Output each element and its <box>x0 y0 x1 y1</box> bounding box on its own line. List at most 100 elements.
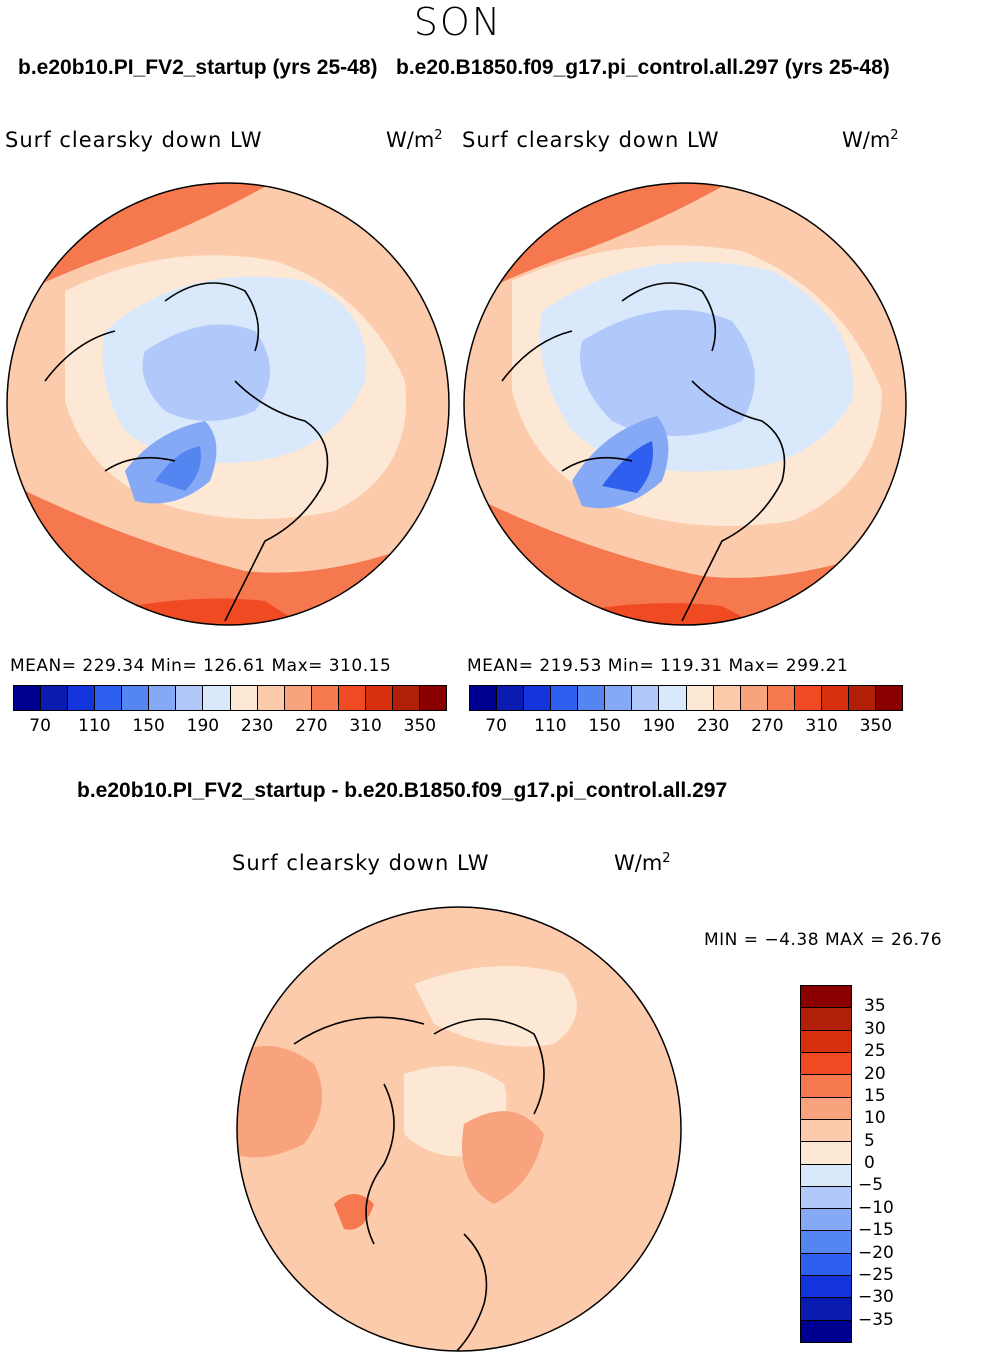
map-warm-region <box>464 491 906 625</box>
season-title: SON <box>413 0 503 44</box>
colorbar-cell <box>41 686 69 710</box>
map-cool-region <box>580 309 755 436</box>
colorbar-cell <box>801 1097 851 1120</box>
colorbar-cell <box>801 1186 851 1210</box>
colorbar-tick-label: 70 <box>485 716 507 736</box>
colorbar-cell <box>767 686 795 710</box>
coastline <box>293 1016 545 1351</box>
colorbar-tick-label: −10 <box>858 1197 894 1218</box>
colorbar-tick-label: 150 <box>588 716 621 736</box>
map-boundary <box>6 182 450 626</box>
colorbar-cell <box>338 686 366 710</box>
colorbar-tick-label: 10 <box>864 1108 886 1129</box>
colorbar-cell <box>801 1142 851 1165</box>
colorbar-tick-label: 30 <box>864 1018 886 1039</box>
colorbar-tick-label: 20 <box>864 1063 886 1084</box>
colorbar-cell <box>257 686 285 710</box>
map-warm-region <box>237 1046 322 1158</box>
colorbar-cell <box>875 686 902 710</box>
colorbar-tick-label: 310 <box>805 716 838 736</box>
colorbar-cell <box>497 686 525 710</box>
colorbar-cell <box>605 686 633 710</box>
colorbar-tick-label: −25 <box>858 1264 894 1285</box>
top-left-variable-label: Surf clearsky down LW <box>5 128 263 152</box>
colorbar-tick-label: 25 <box>864 1041 886 1062</box>
colorbar-cell <box>176 686 204 710</box>
colorbar-tick-label: 110 <box>78 716 111 736</box>
top-right-case-title: b.e20.B1850.f09_g17.pi_control.all.297 (… <box>396 56 890 79</box>
map-coldest-region <box>155 446 201 491</box>
colorbar-cell <box>801 1030 851 1053</box>
colorbar-cell <box>284 686 312 710</box>
colorbar-cell <box>122 686 150 710</box>
bottom-colorbar <box>800 985 852 1343</box>
colorbar-cell <box>524 686 552 710</box>
colorbar-tick-label: 310 <box>349 716 382 736</box>
colorbar-cell <box>801 1164 851 1187</box>
colorbar-cell <box>794 686 822 710</box>
bottom-variable-label: Surf clearsky down LW <box>232 851 490 875</box>
bottom-units-label: W/m2 <box>614 851 671 875</box>
colorbar-tick-label: 270 <box>751 716 784 736</box>
colorbar-tick-label: 15 <box>864 1085 886 1106</box>
colorbar-cell <box>801 1119 851 1143</box>
colorbar-tick-label: 70 <box>29 716 51 736</box>
colorbar-tick-label: −5 <box>858 1175 884 1196</box>
colorbar-cell <box>821 686 849 710</box>
colorbar-cell <box>68 686 96 710</box>
colorbar-cell <box>801 1276 851 1299</box>
colorbar-cell <box>801 1231 851 1254</box>
colorbar-cell <box>801 1075 851 1098</box>
colorbar-cell <box>801 1052 851 1076</box>
map-coldest-region <box>602 441 653 493</box>
colorbar-tick-label: 350 <box>403 716 437 736</box>
colorbar-cell <box>470 686 498 710</box>
top-left-colorbar <box>13 685 447 711</box>
colorbar-cell <box>659 686 687 710</box>
colorbar-cell <box>801 1008 851 1031</box>
bottom-case-title: b.e20b10.PI_FV2_startup - b.e20.B1850.f0… <box>77 779 728 802</box>
map-hot-region <box>334 1194 374 1230</box>
top-left-stats: MEAN= 229.34 Min= 126.61 Max= 310.15 <box>10 656 392 676</box>
colorbar-cell <box>801 1209 851 1232</box>
colorbar-tick-label: −15 <box>858 1220 894 1241</box>
top-left-units-label: W/m2 <box>386 128 443 152</box>
colorbar-tick-label: −20 <box>858 1242 894 1263</box>
colorbar-cell <box>419 686 446 710</box>
colorbar-cell <box>149 686 177 710</box>
top-right-polar-map <box>463 182 907 626</box>
colorbar-cell <box>632 686 660 710</box>
bottom-difference-polar-map <box>236 906 682 1352</box>
colorbar-cell <box>801 1253 851 1277</box>
top-right-variable-label: Surf clearsky down LW <box>462 128 720 152</box>
colorbar-cell <box>365 686 393 710</box>
colorbar-cell <box>230 686 258 710</box>
colorbar-cell <box>801 1298 851 1321</box>
colorbar-cell <box>203 686 231 710</box>
map-warm-region <box>7 481 449 625</box>
colorbar-cell <box>686 686 714 710</box>
top-left-polar-map <box>6 182 450 626</box>
top-right-stats: MEAN= 219.53 Min= 119.31 Max= 299.21 <box>467 656 849 676</box>
colorbar-cell <box>95 686 123 710</box>
top-right-colorbar <box>469 685 903 711</box>
colorbar-tick-label: −30 <box>858 1287 894 1308</box>
colorbar-tick-label: 110 <box>534 716 567 736</box>
map-cold-region <box>572 416 669 509</box>
colorbar-tick-label: −35 <box>858 1309 894 1330</box>
colorbar-tick-label: 150 <box>132 716 165 736</box>
colorbar-cell <box>14 686 42 710</box>
coastline <box>44 282 329 622</box>
colorbar-cell <box>801 986 851 1009</box>
colorbar-tick-label: 270 <box>295 716 328 736</box>
colorbar-tick-label: 35 <box>864 996 886 1017</box>
colorbar-cell <box>848 686 876 710</box>
map-cool-region <box>142 324 270 421</box>
colorbar-cell <box>713 686 741 710</box>
coastline <box>501 282 786 622</box>
top-left-case-title: b.e20b10.PI_FV2_startup (yrs 25-48) <box>18 56 378 79</box>
map-boundary <box>463 182 907 626</box>
colorbar-cell <box>578 686 606 710</box>
map-boundary <box>236 906 682 1352</box>
map-warm-region <box>462 1111 544 1204</box>
